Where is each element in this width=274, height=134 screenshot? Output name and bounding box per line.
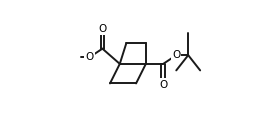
Text: O: O	[172, 50, 180, 60]
Text: O: O	[85, 52, 93, 62]
Text: O: O	[159, 79, 167, 90]
Text: O: O	[98, 24, 107, 34]
